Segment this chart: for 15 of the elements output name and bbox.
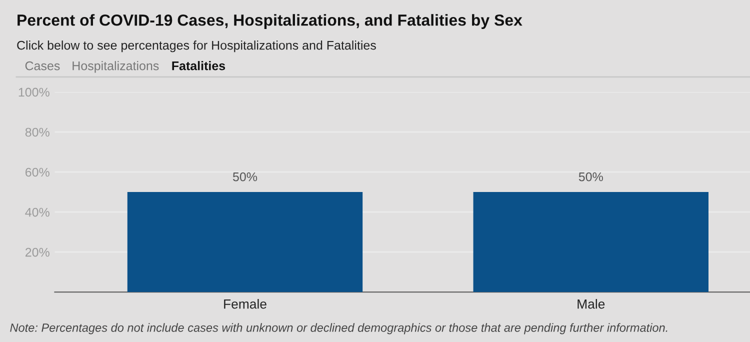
- chart-title: Percent of COVID-19 Cases, Hospitalizations, and Fatalities by Sex: [18, 14, 522, 29]
- text: Cases: [25, 61, 60, 70]
- text: Hospitalizations: [72, 61, 159, 73]
- text: Note: Percentages do not include cases with unknown or declined demographics or those that are pending further information.: [10, 323, 668, 334]
- y-tick-label: 60%: [26, 168, 50, 177]
- data-label: 50%: [232, 172, 258, 182]
- text: Fatalities: [172, 61, 226, 70]
- y-tick-label: 80%: [25, 128, 50, 137]
- x-tick-label: Male: [578, 299, 605, 309]
- chart-subtitle: Click below to see percentages for Hospitalizations and Fatalities: [17, 40, 376, 52]
- x-tick-label: Female: [224, 299, 266, 309]
- y-tick-label: 20%: [26, 248, 50, 257]
- data-label: 50%: [578, 172, 603, 182]
- y-tick-label: 100%: [18, 88, 50, 97]
- y-tick-label: 40%: [25, 208, 50, 217]
